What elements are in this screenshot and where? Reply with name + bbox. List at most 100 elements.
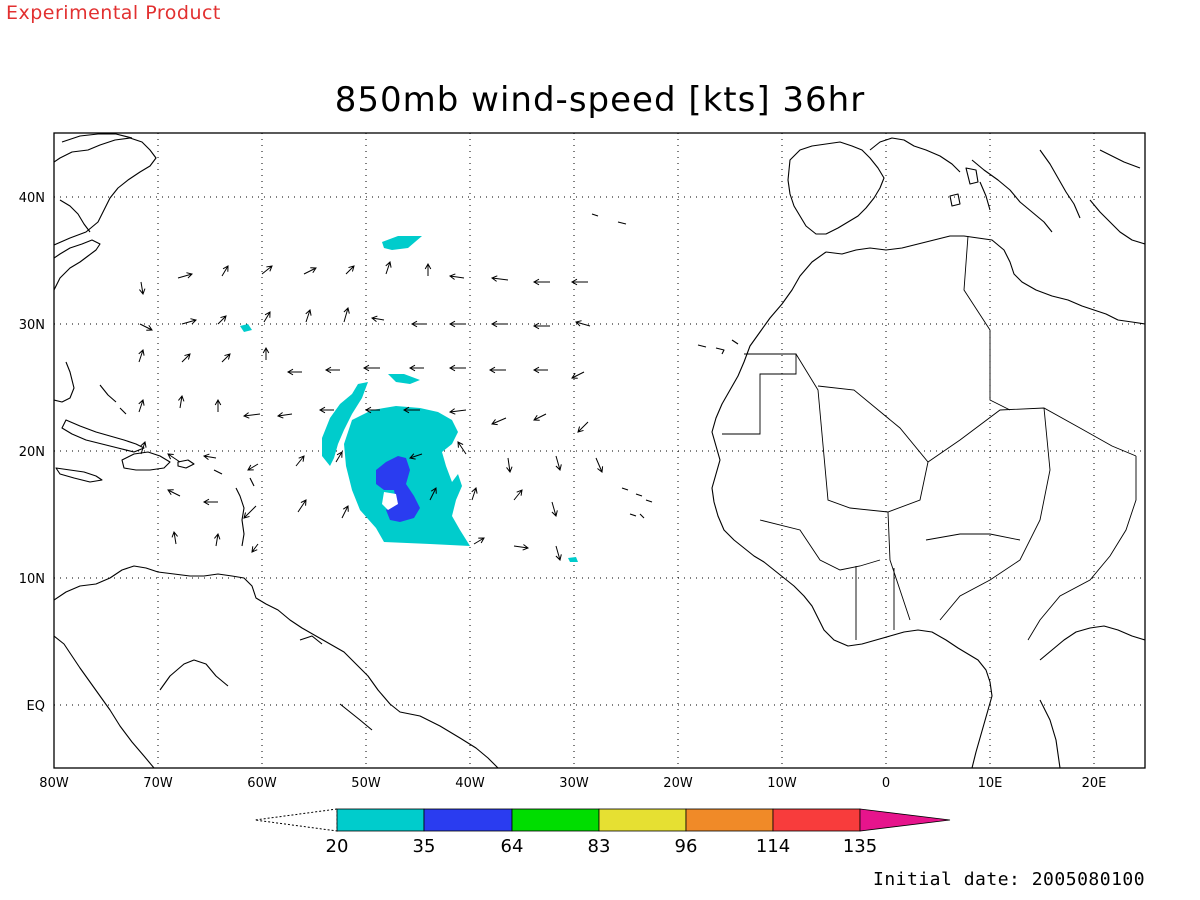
wind-vector-arrow (429, 487, 437, 501)
wind-vector-arrow (251, 543, 259, 553)
wind-vector-arrow (261, 265, 273, 275)
wind-vector-arrow (555, 545, 562, 561)
wind-vector-arrow (448, 320, 466, 328)
wind-vector-arrow (214, 532, 221, 547)
wind-vector-arrow (555, 455, 562, 471)
wind-vector-arrow (138, 399, 145, 413)
colorbar-lower-extension (254, 808, 338, 832)
wind-vector-arrow (491, 417, 507, 426)
wind-vector-arrow (217, 315, 227, 325)
colorbar-swatch (685, 808, 774, 832)
map-grid (54, 133, 1145, 768)
wind-vector-arrow (243, 505, 257, 519)
lon-tick-label: 0 (882, 776, 890, 791)
product-note: Experimental Product (6, 2, 221, 24)
chart-title: 850mb wind-speed [kts] 36hr (334, 80, 866, 120)
wind-vector-arrow (202, 498, 218, 506)
wind-vector-arrow (286, 368, 302, 376)
wind-vector-arrow (139, 281, 146, 296)
wind-band-20-35 (322, 382, 368, 466)
colorbar-upper-extension (859, 808, 951, 832)
lon-tick-label: 80W (39, 776, 69, 791)
wind-band-20-35 (240, 324, 252, 332)
wind-vector-arrow (457, 441, 467, 455)
wind-vector-arrow (532, 322, 550, 330)
lon-tick-label: 10E (978, 776, 1003, 791)
wind-vector-arrow (473, 537, 485, 545)
lat-tick-label: 40N (19, 191, 45, 206)
wind-vector-arrow (221, 353, 231, 363)
wind-vector-arrow (385, 261, 392, 275)
wind-vector-arrow (263, 311, 271, 323)
wind-vector-arrow (138, 349, 145, 363)
wind-band-20-35 (382, 236, 422, 250)
wind-vector-arrow (490, 320, 508, 328)
wind-vector-arrow (488, 366, 506, 374)
wind-vector-arrow (221, 265, 229, 277)
wind-vector-arrow (167, 453, 181, 463)
wind-vector-arrow (318, 406, 334, 414)
lon-tick-label: 60W (247, 776, 277, 791)
wind-vector-arrow (343, 307, 350, 323)
wind-vector-arrow (490, 275, 509, 282)
wind-vector-arrow (575, 320, 591, 327)
colorbar-swatch (511, 808, 600, 832)
wind-vector-arrow (424, 262, 432, 276)
wind-vector-arrow (513, 489, 523, 501)
colorbar-label: 35 (413, 836, 436, 857)
colorbar-swatch (598, 808, 687, 832)
wind-vector-arrow (178, 394, 185, 409)
wind-vector-arrow (341, 505, 349, 519)
wind-vector-arrow (276, 412, 293, 419)
initial-date: Initial date: 2005080100 (873, 869, 1146, 890)
lat-tick-labels: 40N 30N 20N 10N EQ (19, 191, 45, 714)
wind-vector-arrow (551, 501, 558, 517)
wind-vector-arrow (247, 463, 259, 471)
colorbar-label: 83 (588, 836, 611, 857)
wind-vector-arrow (140, 441, 147, 455)
colorbar-label: 135 (843, 836, 877, 857)
wind-vector-arrow (297, 499, 307, 513)
wind-vector-arrow (181, 318, 197, 325)
colorbar-label: 20 (326, 836, 349, 857)
wind-vector-arrow (202, 453, 217, 460)
colorbar-label: 96 (675, 836, 698, 857)
wind-vector-arrow (139, 323, 153, 331)
lon-tick-label: 70W (143, 776, 173, 791)
wind-vector-arrow (262, 346, 270, 360)
lat-tick-label: 30N (19, 318, 45, 333)
wind-vector-arrow (513, 544, 530, 551)
wind-vector-arrow (410, 320, 426, 328)
country-borders (722, 235, 1137, 641)
lon-tick-label: 40W (455, 776, 485, 791)
coastlines (54, 133, 1145, 768)
wind-vector-arrow (408, 364, 424, 372)
lon-tick-label: 30W (559, 776, 589, 791)
wind-vector-arrow (506, 457, 513, 474)
wind-vector-arrow (595, 457, 604, 473)
wind-vector-arrow (171, 530, 178, 545)
wind-vector-arrow (402, 406, 420, 414)
wind-vector-arrow (303, 267, 317, 275)
colorbar-label: 64 (501, 836, 524, 857)
wind-vector-arrow (214, 398, 222, 412)
colorbar-swatch (772, 808, 861, 832)
wind-band-20-35 (388, 374, 420, 384)
wind-vector-arrow (345, 265, 355, 275)
colorbar-label: 114 (756, 836, 790, 857)
wind-vectors (138, 261, 604, 561)
wind-vector-arrow (571, 371, 585, 379)
wind-vector-arrow (305, 309, 312, 323)
wind-vector-arrow (532, 278, 550, 286)
lon-tick-labels: 80W 70W 60W 50W 40W 30W 20W 10W 0 10E 20… (39, 776, 1106, 791)
wind-vector-arrow (362, 364, 380, 372)
wind-vector-arrow (295, 455, 305, 467)
map-frame (53, 132, 1146, 769)
wind-vector-arrow (364, 406, 380, 414)
hurricane-eye (382, 492, 398, 510)
lon-tick-label: 20E (1082, 776, 1107, 791)
wind-vector-arrow (448, 408, 467, 415)
wind-vector-arrow (448, 273, 465, 280)
wind-vector-arrow (577, 421, 589, 433)
